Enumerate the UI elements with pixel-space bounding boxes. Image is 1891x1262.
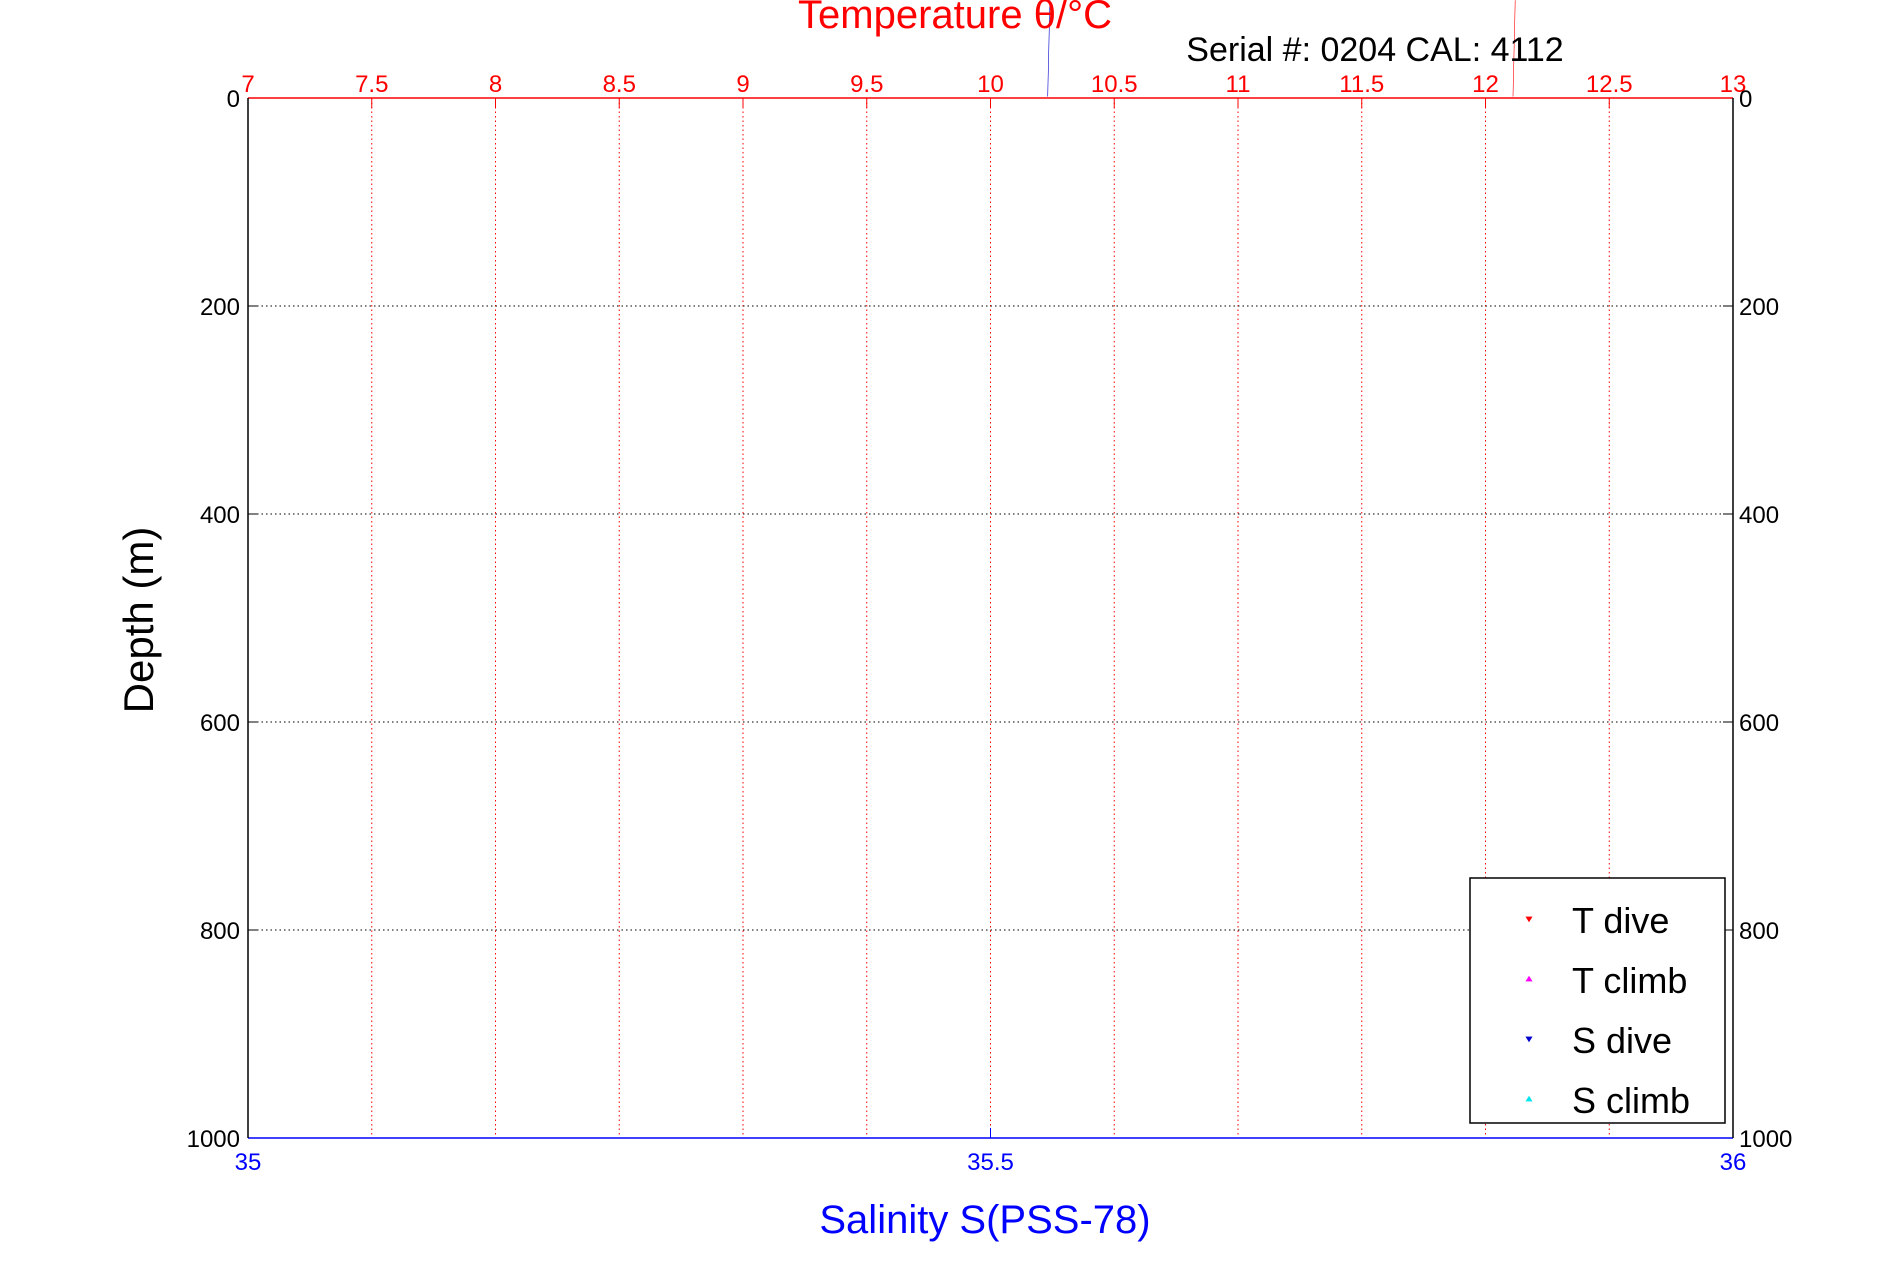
temperature-tick-label: 7.5 [355,71,388,98]
salinity-tick-label: 35.5 [967,1149,1014,1176]
depth-tick-label-right: 200 [1739,294,1779,321]
depth-tick-label-left: 0 [227,86,240,113]
depth-tick-label-right: 1000 [1739,1126,1792,1153]
legend-label: S climb [1572,1080,1690,1121]
temperature-axis-title: Temperature θ/°C [798,0,1112,37]
temperature-tick-label: 12 [1472,71,1499,98]
depth-tick-label-left: 600 [200,710,240,737]
series-t-dive [1512,0,1516,97]
salinity-tick-label: 35 [235,1149,262,1176]
temperature-tick-label: 13 [1720,71,1747,98]
series-markers [1512,0,1516,97]
legend: T dive T climb S dive S climb [1469,877,1726,1124]
legend-marker [1525,1036,1533,1043]
temperature-tick-label: 9 [736,71,749,98]
temperature-tick-label: 10 [977,71,1004,98]
legend-label: S dive [1572,1020,1672,1061]
temperature-tick-label: 9.5 [850,71,883,98]
depth-tick-label-left: 400 [200,502,240,529]
temperature-tick-label: 11.5 [1339,71,1384,98]
legend-marker [1525,916,1533,923]
legend-box [1469,877,1726,1124]
series-markers [1047,0,1051,97]
serial-label: Serial #: 0204 CAL: 4112 [1186,31,1563,69]
depth-tick-label-left: 200 [200,294,240,321]
temperature-tick-label: 12.5 [1586,71,1633,98]
series-s-dive [1047,0,1051,97]
depth-tick-label-left: 800 [200,918,240,945]
legend-label: T climb [1572,960,1687,1001]
depth-tick-label-right: 600 [1739,710,1779,737]
depth-tick-label-right: 400 [1739,502,1779,529]
temperature-tick-label: 7 [241,71,254,98]
temperature-tick-label: 8 [489,71,502,98]
legend-label: T dive [1572,900,1669,941]
salinity-tick-label: 36 [1720,1149,1747,1176]
depth-tick-label-left: 1000 [187,1126,240,1153]
legend-marker [1525,975,1533,982]
temperature-tick-label: 8.5 [603,71,636,98]
legend-marker [1525,1095,1533,1102]
salinity-axis-title: Salinity S(PSS-78) [819,1198,1150,1242]
series-layer [1047,0,1516,97]
temperature-tick-label: 11 [1226,71,1251,98]
temperature-tick-label: 10.5 [1091,71,1138,98]
depth-tick-label-right: 0 [1739,86,1752,113]
depth-tick-label-right: 800 [1739,918,1779,945]
depth-axis-title: Depth (m) [115,527,162,714]
axes [247,97,1734,1139]
